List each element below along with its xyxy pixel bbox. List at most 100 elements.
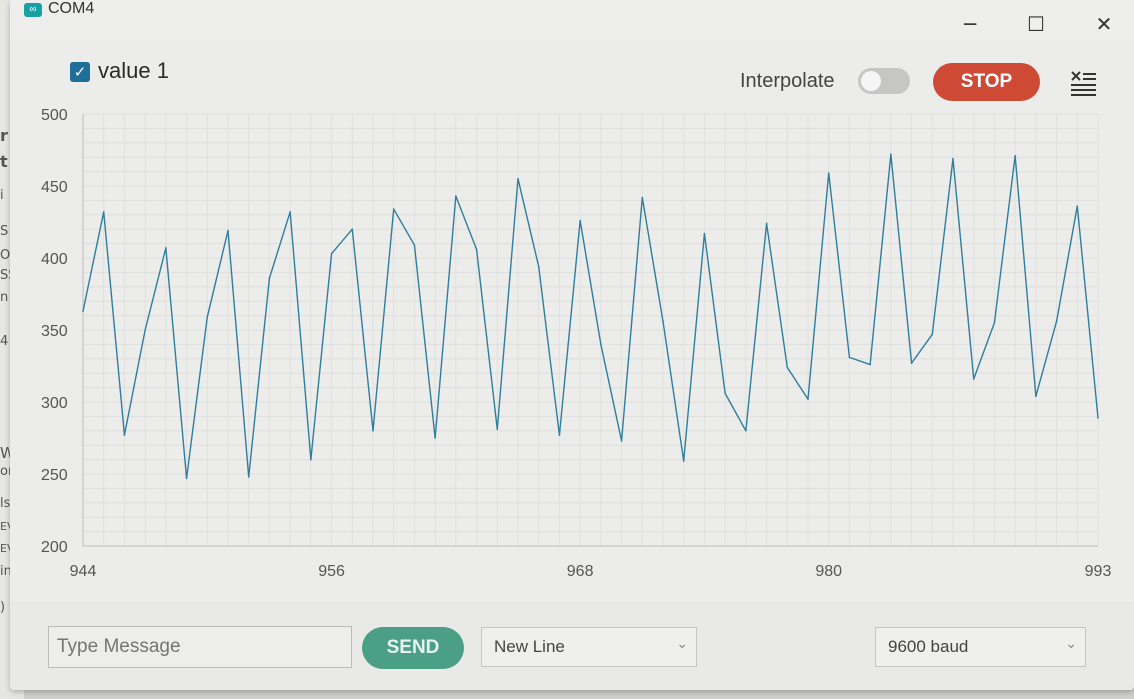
y-tick-label: 450 <box>41 179 68 196</box>
data-point <box>641 196 644 199</box>
data-point <box>869 363 871 366</box>
data-point <box>310 458 312 461</box>
message-input[interactable] <box>48 626 352 668</box>
data-point <box>206 316 209 318</box>
clear-output-icon[interactable] <box>1068 68 1098 98</box>
bg-fragment: in <box>0 564 12 579</box>
interpolate-toggle[interactable] <box>858 68 910 94</box>
x-tick-label: 968 <box>567 563 594 580</box>
data-point <box>786 366 789 369</box>
x-tick-label: 980 <box>815 563 842 580</box>
x-tick-label: 993 <box>1085 563 1112 580</box>
data-point <box>1014 154 1016 157</box>
y-tick-label: 300 <box>41 395 68 412</box>
chevron-down-icon: ⌄ <box>676 636 688 652</box>
y-tick-label: 200 <box>41 539 68 556</box>
bg-fragment: ls <box>0 496 11 511</box>
data-point <box>1097 417 1099 419</box>
chevron-down-icon: ⌄ <box>1065 636 1077 652</box>
x-tick-label: 956 <box>318 563 345 580</box>
data-point <box>517 178 519 180</box>
data-point <box>703 232 706 235</box>
data-point <box>413 244 416 246</box>
data-point <box>1076 205 1079 207</box>
plot-area: 500 450 400 350 300 250 200 944 956 968 980 993 <box>10 100 1134 600</box>
data-point <box>1035 395 1037 398</box>
data-point <box>931 333 934 336</box>
data-point <box>185 477 188 480</box>
line-ending-select[interactable]: New Line ⌄ <box>481 627 697 667</box>
data-point <box>724 392 726 395</box>
data-point <box>82 310 84 313</box>
y-tick-label: 500 <box>41 107 68 124</box>
data-point <box>434 437 436 439</box>
series-label: value 1 <box>98 58 169 83</box>
data-point <box>1055 320 1058 323</box>
data-point <box>579 219 581 222</box>
data-point <box>372 430 374 432</box>
maximize-button[interactable]: ☐ <box>1027 12 1045 36</box>
data-point <box>475 248 478 251</box>
bg-fragment: 4 <box>0 334 9 349</box>
send-button[interactable]: SEND <box>362 627 464 669</box>
message-bar: SEND New Line ⌄ 9600 baud ⌄ <box>10 602 1134 690</box>
line-ending-value: New Line <box>494 637 565 656</box>
data-point <box>247 476 250 478</box>
data-point <box>102 211 105 213</box>
data-point <box>123 434 126 436</box>
data-point <box>268 277 271 279</box>
bg-fragment: S <box>0 224 9 239</box>
data-point <box>165 247 167 249</box>
baud-rate-select[interactable]: 9600 baud ⌄ <box>875 627 1086 667</box>
data-point <box>496 428 499 431</box>
data-point <box>330 252 333 255</box>
data-point <box>765 222 768 225</box>
plotter-toolbar: ✓ value 1 Interpolate STOP <box>10 50 1134 101</box>
data-point <box>993 322 996 324</box>
data-point <box>289 211 291 213</box>
toggle-knob <box>861 71 881 91</box>
data-point <box>745 430 747 432</box>
data-point <box>890 153 892 156</box>
checkmark-icon: ✓ <box>73 63 87 81</box>
interpolate-label: Interpolate <box>740 70 835 92</box>
data-point <box>952 157 954 160</box>
y-tick-label: 400 <box>41 251 68 268</box>
data-point <box>537 265 540 268</box>
bg-fragment: i <box>0 188 4 203</box>
data-point <box>392 208 395 210</box>
data-point <box>682 460 685 462</box>
data-point <box>620 440 623 442</box>
minimize-button[interactable]: ─ <box>963 12 977 36</box>
data-point <box>662 320 664 323</box>
data-point <box>558 434 561 436</box>
bg-fragment: r <box>0 126 8 145</box>
stop-button[interactable]: STOP <box>933 63 1040 101</box>
data-point <box>144 329 146 331</box>
data-point <box>227 229 229 232</box>
data-point <box>848 356 851 359</box>
x-tick-label: 944 <box>70 563 97 580</box>
y-tick-label: 250 <box>41 467 68 484</box>
data-point <box>600 343 602 346</box>
data-point <box>910 362 913 364</box>
close-button[interactable]: ✕ <box>1095 12 1113 36</box>
bg-fragment: ) <box>0 600 6 615</box>
window-title: COM4 <box>48 0 95 17</box>
bg-fragment: n <box>0 290 9 305</box>
arduino-icon: ∞ <box>24 3 42 17</box>
bg-fragment: O <box>0 248 11 263</box>
serial-plotter-window: ∞ COM4 ─ ☐ ✕ ✓ value 1 Interpolate STOP … <box>10 0 1134 690</box>
data-point <box>972 378 975 380</box>
data-point <box>827 172 830 174</box>
baud-rate-value: 9600 baud <box>888 637 969 656</box>
y-tick-label: 350 <box>41 323 68 340</box>
data-point <box>455 195 457 197</box>
series-checkbox[interactable]: ✓ <box>70 62 90 82</box>
data-point <box>351 228 354 230</box>
bg-fragment: t <box>0 152 8 171</box>
title-bar[interactable]: ∞ COM4 ─ ☐ ✕ <box>10 0 1134 40</box>
data-point <box>807 398 809 400</box>
series-line <box>82 153 1099 480</box>
